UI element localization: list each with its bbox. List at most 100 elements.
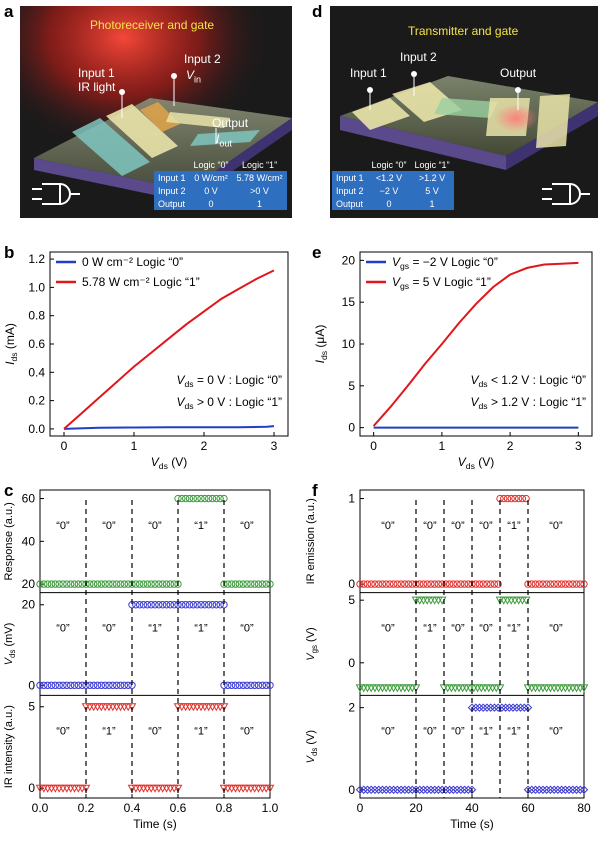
x-axis-label: Vds (V) — [458, 455, 494, 471]
data-marker — [132, 601, 140, 609]
data-marker — [101, 580, 109, 588]
data-marker — [535, 580, 543, 588]
logic-label: “0” — [148, 520, 162, 532]
x-tick-label: 1 — [439, 439, 446, 453]
data-marker — [423, 580, 431, 588]
series-segment — [523, 684, 589, 693]
data-marker — [490, 703, 499, 712]
data-marker — [531, 785, 540, 794]
data-marker — [393, 580, 402, 588]
data-marker — [151, 601, 159, 609]
data-marker — [579, 785, 589, 794]
data-marker — [158, 601, 167, 609]
data-marker — [401, 580, 409, 588]
data-marker — [132, 580, 140, 588]
logic-label: “0” — [240, 725, 254, 737]
data-marker — [568, 785, 578, 794]
y-tick-label: 0.4 — [28, 365, 45, 379]
x-axis-label: Vds (V) — [151, 455, 187, 471]
data-marker — [416, 580, 424, 588]
x-tick-label: 80 — [577, 801, 591, 815]
logic-label: “0” — [381, 623, 395, 635]
x-tick-label: 0.2 — [78, 801, 95, 815]
y-tick-label: 0.6 — [28, 337, 45, 351]
series-segment — [128, 601, 228, 609]
data-marker — [258, 681, 267, 689]
data-marker — [109, 580, 117, 588]
data-marker — [430, 580, 439, 588]
logic-label: “0” — [240, 623, 254, 635]
data-marker — [155, 580, 163, 588]
data-marker — [366, 785, 376, 794]
y-tick-label: 15 — [342, 295, 356, 309]
header-cell: Logic “1” — [242, 159, 278, 170]
logic-label: “0” — [148, 725, 162, 737]
logic-label: “1” — [507, 520, 521, 532]
annotation: Vds < 1.2 V : Logic “0” — [470, 373, 586, 389]
data-marker — [197, 601, 205, 609]
table-cell: 1 — [232, 197, 287, 210]
data-marker — [576, 580, 584, 588]
data-marker — [143, 601, 152, 609]
y-tick-label: 0 — [348, 656, 355, 670]
x-tick-label: 1 — [131, 439, 138, 453]
logic-label: “0” — [102, 623, 116, 635]
data-marker — [112, 580, 121, 588]
data-marker — [101, 681, 109, 689]
label-input1-d: Input 1 — [350, 66, 387, 80]
logic-table-header: Logic “0” Logic “1” — [154, 158, 287, 171]
y-tick-label: 20 — [22, 598, 36, 612]
device-illustration-d — [340, 71, 598, 205]
data-marker — [493, 703, 503, 712]
series-segment — [220, 580, 274, 588]
data-marker — [204, 494, 213, 503]
table-cell: Input 1 — [154, 171, 190, 184]
logic-label: “1” — [479, 725, 493, 737]
y-axis-label: Vgs (V) — [305, 627, 319, 660]
data-marker — [239, 580, 247, 588]
chart-e: 0 1 2 3 0 5 10 15 20 Vds (V) Ids (μA) Vgs = −2 V Lo… — [313, 251, 593, 471]
data-marker — [415, 785, 424, 794]
device-render-a: Photoreceiver and gate Input 1 IR light … — [20, 6, 292, 218]
data-marker — [185, 601, 194, 609]
data-marker — [189, 601, 198, 609]
logic-label: “1” — [102, 725, 116, 737]
data-marker — [74, 681, 83, 689]
panel-letter-a: a — [4, 2, 14, 21]
data-marker — [262, 681, 270, 689]
y-tick-label: 5 — [348, 379, 355, 393]
data-marker — [355, 785, 365, 794]
data-marker — [542, 785, 551, 794]
series-segment — [35, 784, 91, 793]
logic-label: “0” — [479, 623, 493, 635]
data-marker — [374, 580, 383, 588]
data-marker — [542, 580, 551, 588]
series-line — [63, 269, 275, 430]
legend-label: 0 W cm⁻² Logic “0” — [82, 255, 183, 269]
label-output-d: Output — [500, 66, 537, 80]
label-ir-light-a: IR light — [78, 80, 116, 94]
data-marker — [66, 681, 75, 689]
data-marker — [239, 681, 247, 689]
data-marker — [371, 580, 379, 588]
header-cell — [332, 158, 368, 171]
logic-label: “0” — [549, 520, 563, 532]
logic-label: “0” — [56, 623, 70, 635]
data-marker — [453, 580, 461, 588]
data-marker — [59, 681, 67, 689]
logic-label: “0” — [451, 725, 465, 737]
y-tick-label: 0 — [28, 678, 35, 692]
panel-letter-b: b — [4, 243, 15, 262]
x-tick-label: 0 — [357, 801, 364, 815]
annotation: Vds > 0 V : Logic “1” — [176, 395, 282, 411]
data-marker — [389, 785, 398, 794]
x-tick-label: 2 — [201, 439, 208, 453]
table-row: Output 0 1 — [332, 197, 454, 210]
render-title-d: Transmitter and gate — [408, 24, 519, 38]
data-marker — [393, 785, 402, 794]
data-marker — [70, 681, 79, 689]
y-axis-label: IR emission (a.u.) — [305, 498, 317, 584]
data-marker — [503, 494, 512, 503]
y-tick-label: 40 — [22, 534, 36, 548]
data-marker — [475, 580, 484, 588]
